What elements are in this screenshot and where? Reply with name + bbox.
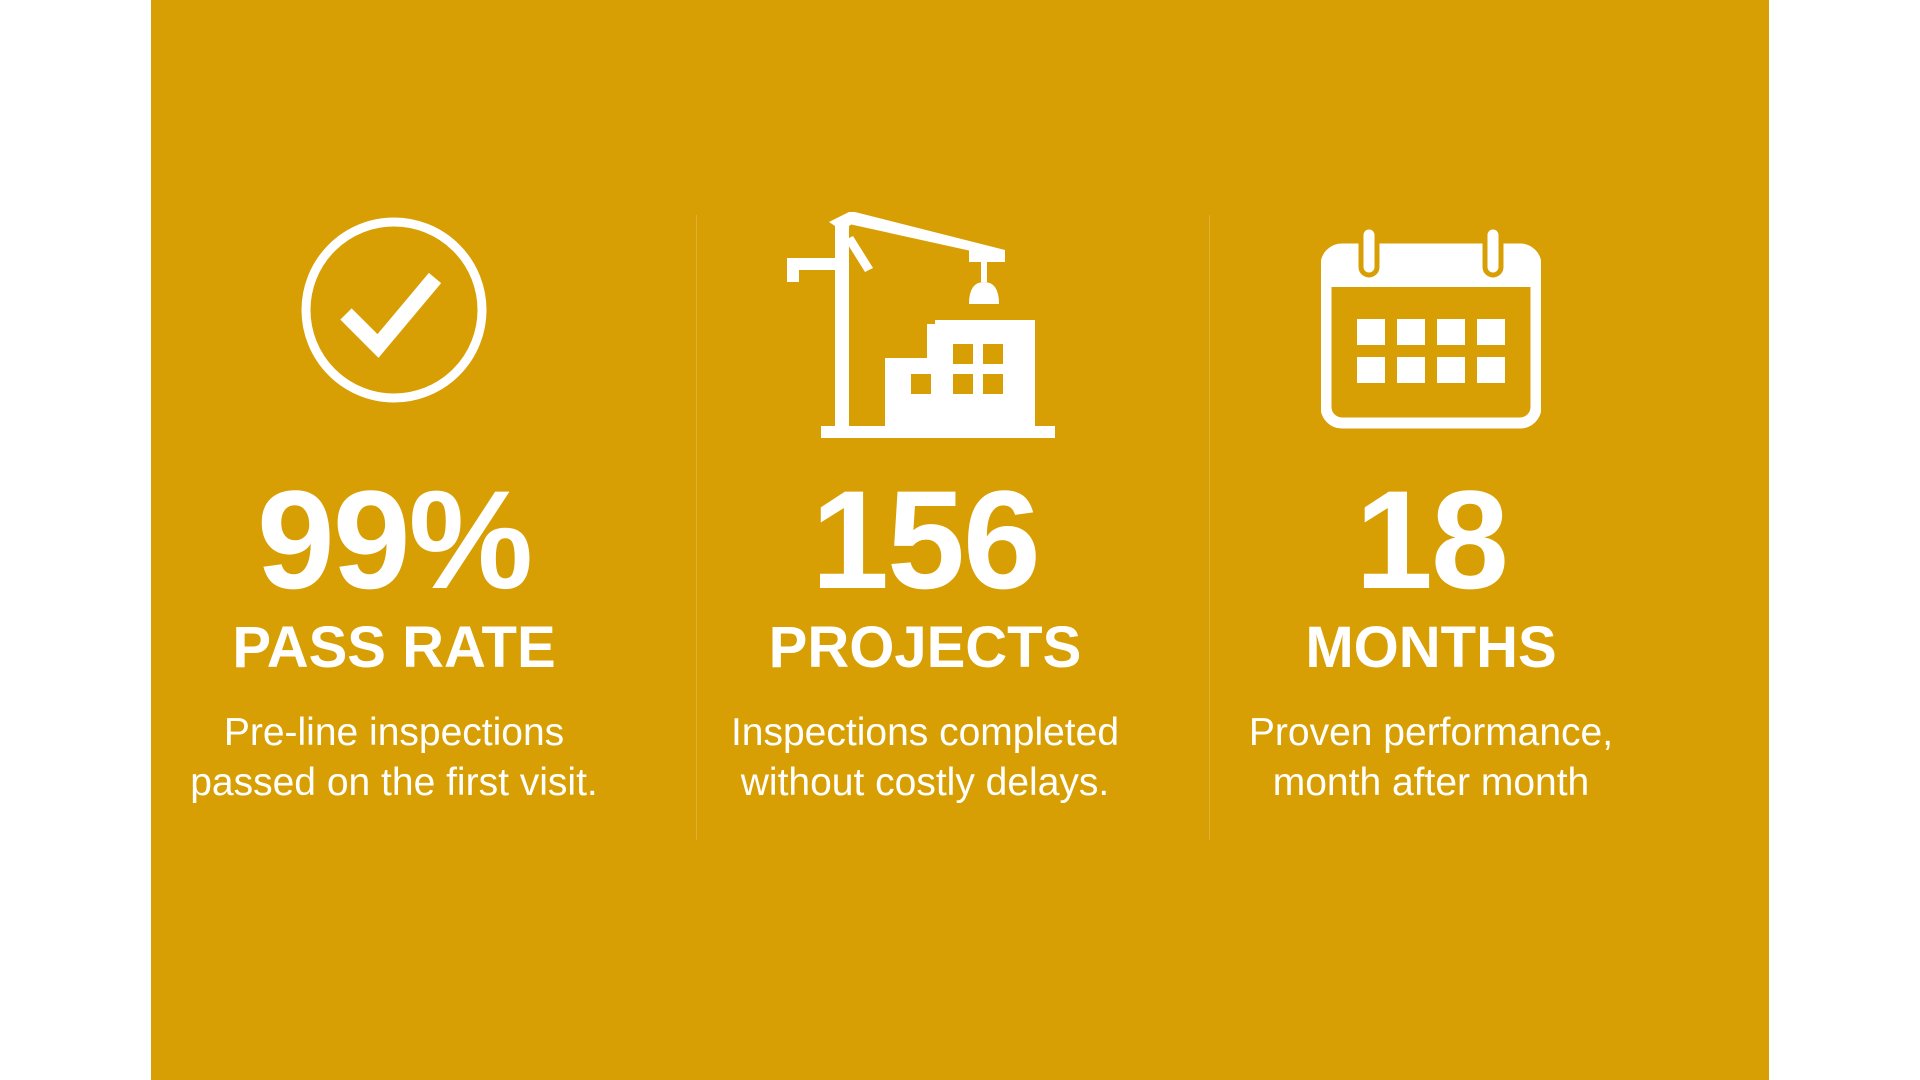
stat-description: Proven performance, month after month (1248, 711, 1614, 804)
stats-panel: 99% PASS RATE Pre-line inspections passe… (151, 0, 1769, 1080)
stat-description: Inspections completed without costly del… (730, 711, 1120, 804)
stat-number: 99% (256, 461, 533, 618)
construction-crane-icon (665, 212, 1185, 450)
check-circle-icon (134, 212, 654, 450)
stat-number: 156 (811, 461, 1041, 618)
divider (1209, 215, 1210, 840)
stat-pass-rate: 99% PASS RATE Pre-line inspections passe… (134, 212, 654, 808)
stat-months: 18 MONTHS Proven performance, month afte… (1171, 212, 1691, 808)
calendar-icon (1171, 212, 1691, 450)
divider (696, 215, 697, 840)
stat-label: PROJECTS (768, 615, 1082, 680)
stat-label: PASS RATE (232, 615, 556, 680)
stat-projects: 156 PROJECTS Inspections completed witho… (665, 212, 1185, 808)
stat-label: MONTHS (1305, 615, 1557, 680)
stat-number: 18 (1355, 461, 1509, 618)
stat-description: Pre-line inspections passed on the first… (190, 711, 598, 804)
